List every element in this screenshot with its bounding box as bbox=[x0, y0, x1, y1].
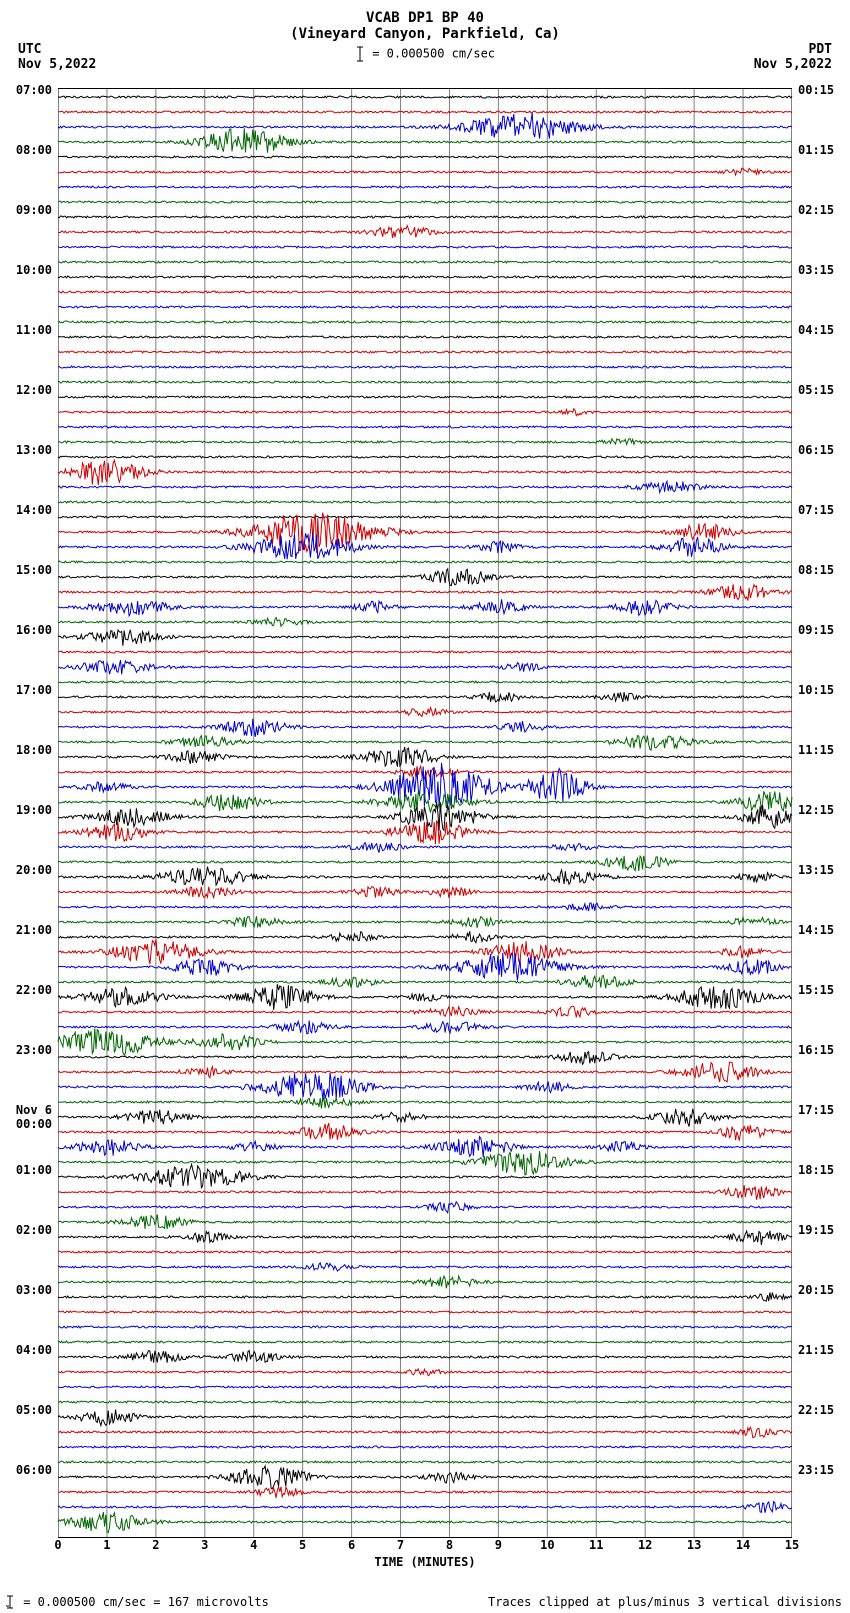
x-tick: 9 bbox=[495, 1538, 502, 1552]
right-time-label: 08:15 bbox=[798, 563, 834, 577]
right-time-label: 12:15 bbox=[798, 803, 834, 817]
plot-area: 07:0000:1508:0001:1509:0002:1510:0003:15… bbox=[58, 88, 792, 1538]
x-tick: 8 bbox=[446, 1538, 453, 1552]
traces-layer: 07:0000:1508:0001:1509:0002:1510:0003:15… bbox=[58, 88, 792, 1538]
right-time-label: 21:15 bbox=[798, 1343, 834, 1357]
left-time-label: 08:00 bbox=[16, 143, 52, 157]
right-time-label: 11:15 bbox=[798, 743, 834, 757]
x-tick: 14 bbox=[736, 1538, 750, 1552]
right-time-label: 10:15 bbox=[798, 683, 834, 697]
x-tick: 2 bbox=[152, 1538, 159, 1552]
right-time-label: 09:15 bbox=[798, 623, 834, 637]
left-time-label: 14:00 bbox=[16, 503, 52, 517]
tz-left: UTC Nov 5,2022 bbox=[18, 42, 96, 72]
left-time-label: 12:00 bbox=[16, 383, 52, 397]
x-tick: 7 bbox=[397, 1538, 404, 1552]
station-title: VCAB DP1 BP 40 bbox=[0, 0, 850, 26]
footer-left: = 0.000500 cm/sec = 167 microvolts bbox=[4, 1595, 269, 1610]
footer-right: Traces clipped at plus/minus 3 vertical … bbox=[488, 1595, 842, 1609]
left-time-label: 04:00 bbox=[16, 1343, 52, 1357]
seismogram-container: VCAB DP1 BP 40 (Vineyard Canyon, Parkfie… bbox=[0, 0, 850, 1613]
right-time-label: 14:15 bbox=[798, 923, 834, 937]
scale-indicator: = 0.000500 cm/sec bbox=[0, 46, 850, 62]
left-time-label: 10:00 bbox=[16, 263, 52, 277]
x-tick: 3 bbox=[201, 1538, 208, 1552]
left-time-label: 18:00 bbox=[16, 743, 52, 757]
left-time-label: 06:00 bbox=[16, 1463, 52, 1477]
station-location: (Vineyard Canyon, Parkfield, Ca) bbox=[0, 26, 850, 42]
right-time-label: 16:15 bbox=[798, 1043, 834, 1057]
x-tick: 15 bbox=[785, 1538, 799, 1552]
left-time-label: 01:00 bbox=[16, 1163, 52, 1177]
left-time-label: 21:00 bbox=[16, 923, 52, 937]
left-time-label: Nov 600:00 bbox=[16, 1103, 52, 1131]
right-time-label: 19:15 bbox=[798, 1223, 834, 1237]
right-time-label: 00:15 bbox=[798, 83, 834, 97]
tz-right: PDT Nov 5,2022 bbox=[754, 42, 832, 72]
left-time-label: 19:00 bbox=[16, 803, 52, 817]
right-time-label: 01:15 bbox=[798, 143, 834, 157]
left-time-label: 09:00 bbox=[16, 203, 52, 217]
left-time-label: 16:00 bbox=[16, 623, 52, 637]
right-time-label: 23:15 bbox=[798, 1463, 834, 1477]
tz-right-label: PDT bbox=[754, 42, 832, 57]
right-time-label: 07:15 bbox=[798, 503, 834, 517]
left-time-label: 11:00 bbox=[16, 323, 52, 337]
left-time-label: 17:00 bbox=[16, 683, 52, 697]
left-time-label: 20:00 bbox=[16, 863, 52, 877]
x-tick: 11 bbox=[589, 1538, 603, 1552]
x-tick: 13 bbox=[687, 1538, 701, 1552]
right-time-label: 22:15 bbox=[798, 1403, 834, 1417]
left-time-label: 15:00 bbox=[16, 563, 52, 577]
right-time-label: 18:15 bbox=[798, 1163, 834, 1177]
right-time-label: 06:15 bbox=[798, 443, 834, 457]
footer-left-text: = 0.000500 cm/sec = 167 microvolts bbox=[23, 1595, 269, 1609]
x-tick: 12 bbox=[638, 1538, 652, 1552]
right-time-label: 03:15 bbox=[798, 263, 834, 277]
left-time-label: 13:00 bbox=[16, 443, 52, 457]
right-time-label: 17:15 bbox=[798, 1103, 834, 1117]
x-axis-label: TIME (MINUTES) bbox=[0, 1555, 850, 1569]
x-tick: 6 bbox=[348, 1538, 355, 1552]
right-time-label: 05:15 bbox=[798, 383, 834, 397]
left-time-label: 03:00 bbox=[16, 1283, 52, 1297]
left-time-label: 02:00 bbox=[16, 1223, 52, 1237]
right-time-label: 15:15 bbox=[798, 983, 834, 997]
right-time-label: 20:15 bbox=[798, 1283, 834, 1297]
scale-text: = 0.000500 cm/sec bbox=[372, 47, 495, 61]
x-tick: 10 bbox=[540, 1538, 554, 1552]
right-time-label: 13:15 bbox=[798, 863, 834, 877]
trace-row bbox=[58, 1515, 792, 1529]
left-time-label: 07:00 bbox=[16, 83, 52, 97]
x-tick: 0 bbox=[54, 1538, 61, 1552]
right-time-label: 02:15 bbox=[798, 203, 834, 217]
left-time-label: 05:00 bbox=[16, 1403, 52, 1417]
x-tick: 1 bbox=[103, 1538, 110, 1552]
left-time-label: 22:00 bbox=[16, 983, 52, 997]
x-tick: 4 bbox=[250, 1538, 257, 1552]
left-time-label: 23:00 bbox=[16, 1043, 52, 1057]
right-time-label: 04:15 bbox=[798, 323, 834, 337]
tz-left-label: UTC bbox=[18, 42, 96, 57]
x-tick: 5 bbox=[299, 1538, 306, 1552]
